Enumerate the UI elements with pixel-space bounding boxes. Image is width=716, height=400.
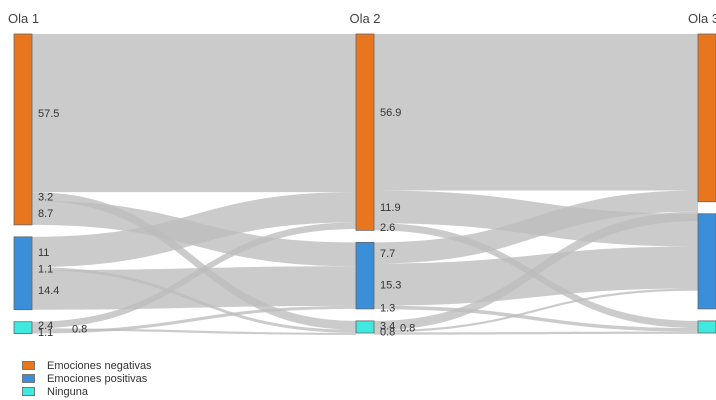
flow-value-label: 1.1	[38, 327, 53, 339]
flow-value-label: 1.1	[38, 264, 53, 276]
flow-value-label: 0.8	[72, 323, 87, 335]
node-bar[interactable]	[355, 241, 375, 310]
flow-value-label: 15.3	[380, 280, 401, 292]
node-bar[interactable]	[13, 321, 33, 334]
node-bar[interactable]	[355, 320, 375, 334]
node-bar[interactable]	[697, 33, 716, 203]
flow-band[interactable]	[32, 192, 356, 268]
flow-value-label: 14.4	[38, 285, 59, 297]
flow-band[interactable]	[32, 192, 356, 330]
node-bar[interactable]	[13, 33, 33, 226]
legend-label: Emociones positivas	[47, 372, 148, 385]
flow-value-label: 0.8	[380, 326, 395, 338]
flow-value-label: 0.8	[400, 322, 415, 334]
legend-label: Emociones negativas	[47, 359, 152, 372]
legend-label: Ninguna	[47, 385, 88, 398]
flow-band[interactable]	[32, 34, 356, 193]
flow-value-label: 57.5	[38, 108, 59, 120]
legend-item[interactable]: Ninguna	[22, 385, 152, 398]
flow-band[interactable]	[374, 246, 698, 306]
legend-swatch	[22, 361, 35, 370]
flow-value-label: 8.7	[38, 208, 53, 220]
flow-value-label: 1.3	[380, 302, 395, 314]
legend: Emociones negativas Emociones positivas …	[22, 359, 152, 398]
wave-label: Ola 1	[8, 11, 39, 26]
node-bar[interactable]	[697, 320, 716, 334]
flow-value-label: 3.2	[38, 192, 53, 204]
legend-swatch	[22, 387, 35, 396]
flow-band[interactable]	[374, 190, 698, 264]
legend-swatch	[22, 374, 35, 383]
nodes	[13, 33, 716, 334]
legend-item[interactable]: Emociones negativas	[22, 359, 152, 372]
flow-value-label: 56.9	[380, 107, 401, 119]
node-bar[interactable]	[13, 236, 33, 311]
flow-value-label: 11.9	[380, 202, 401, 214]
labels: 57.5 3.2 8.7 11 1.1 14.4 2.4 0.8 1.1 56.9 11.9 2.6 3…	[8, 11, 716, 339]
flows	[32, 34, 698, 335]
flow-band[interactable]	[32, 305, 356, 334]
flow-band[interactable]	[374, 34, 698, 191]
flow-value-label: 11	[38, 247, 49, 259]
flow-band[interactable]	[374, 288, 698, 333]
flow-value-label: 2.4	[38, 320, 53, 332]
node-bar[interactable]	[697, 213, 716, 310]
node-bar[interactable]	[355, 33, 375, 231]
wave-label: Ola 2	[349, 11, 380, 26]
flow-band[interactable]	[374, 305, 698, 332]
flow-value-label: 2.6	[380, 222, 395, 234]
flow-band[interactable]	[32, 222, 356, 329]
flow-band[interactable]	[374, 331, 698, 335]
flow-value-label: 3.4	[380, 321, 395, 333]
wave-label: Ola 3	[688, 11, 716, 26]
legend-item[interactable]: Emociones positivas	[22, 372, 152, 385]
flow-band[interactable]	[32, 266, 356, 310]
flow-value-label: 7.7	[380, 248, 395, 260]
